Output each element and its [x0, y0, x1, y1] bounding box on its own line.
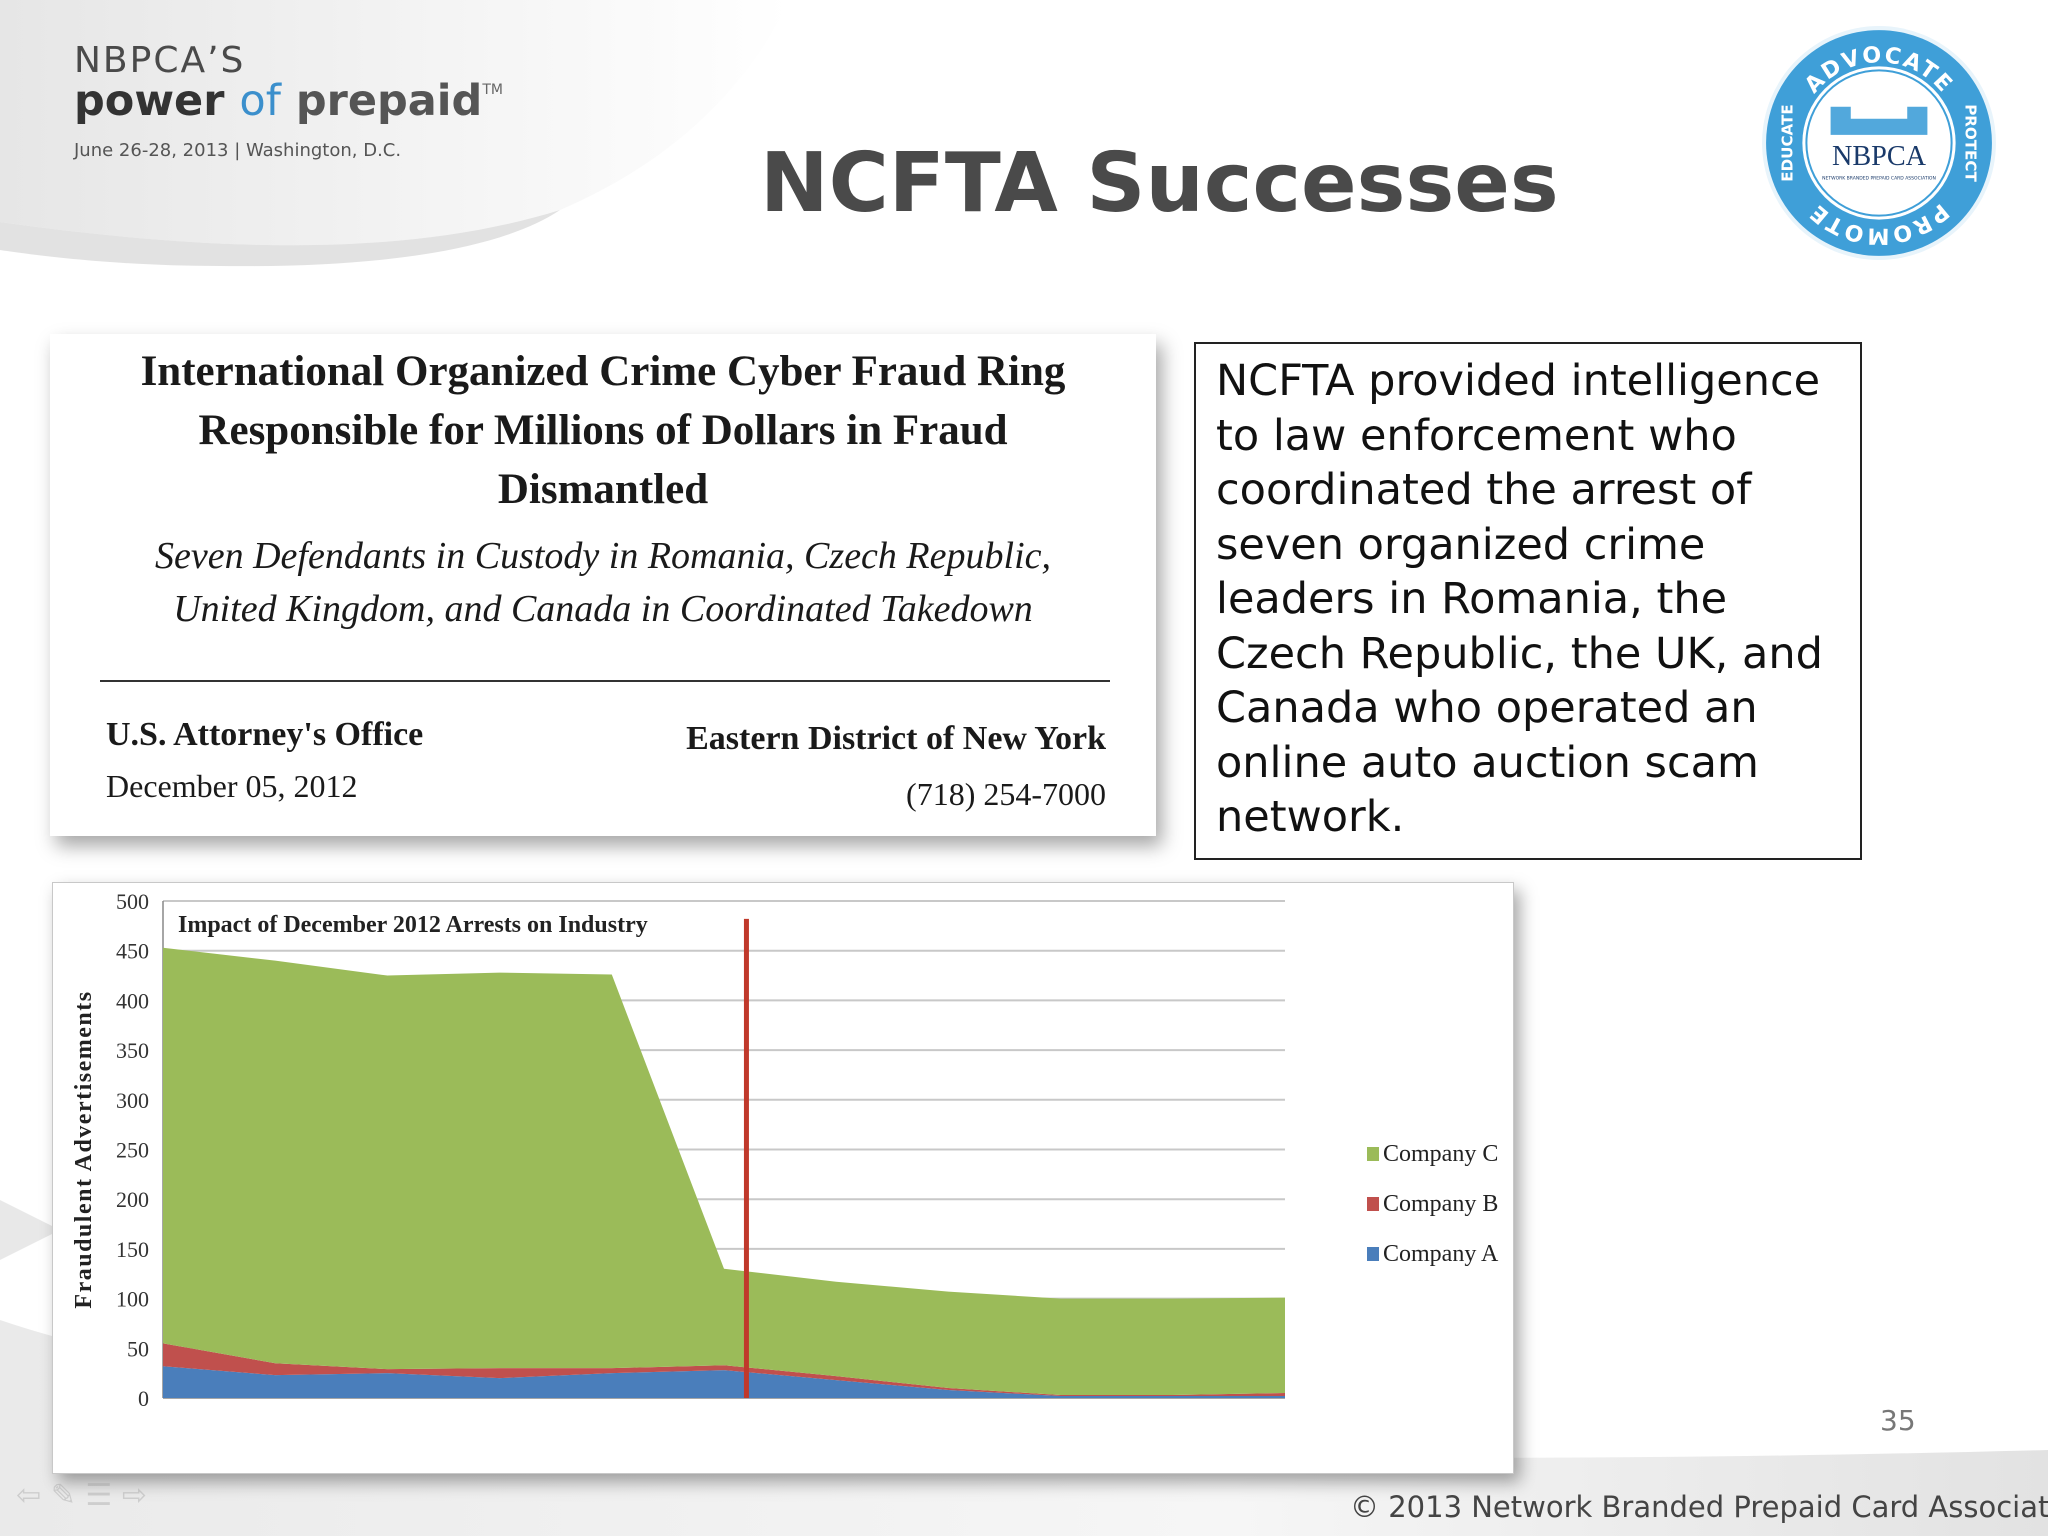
headline-line: International Organized Crime Cyber Frau…	[140, 348, 1066, 395]
legend-label: Company B	[1383, 1191, 1498, 1217]
press-office: U.S. Attorney's Office	[106, 716, 424, 753]
divider	[100, 680, 1110, 682]
legend-swatch	[1367, 1247, 1379, 1261]
seal-emblem	[1830, 106, 1928, 135]
press-headline: International Organized Crime Cyber Frau…	[50, 342, 1156, 519]
pen-icon[interactable]: ✎	[50, 1478, 76, 1513]
brand-power: power	[74, 76, 225, 126]
seal-center-subtext: NETWORK BRANDED PREPAID CARD ASSOCIATION	[1822, 175, 1936, 181]
press-phone: (718) 254-7000	[906, 776, 1106, 812]
press-district: Eastern District of New York	[686, 720, 1106, 757]
area-chart: 0 50 100 150 200 250 300 350 400 450 500 Impact of …	[71, 889, 1499, 1411]
slide-title: NCFTA Successes	[760, 136, 1559, 231]
area-company-b	[163, 1343, 1285, 1397]
legend-swatch	[1367, 1197, 1379, 1211]
headline-line: Responsible for Millions of Dollars in F…	[198, 407, 1008, 454]
legend-label: Company C	[1383, 1141, 1498, 1167]
press-date: December 05, 2012	[106, 768, 358, 804]
copyright-footer: © 2013 Network Branded Prepaid Card Asso…	[1350, 1490, 2048, 1524]
nbpca-seal-logo: ADVOCATE PROMOTE EDUCATE PROTECT NBPCA N…	[1762, 26, 1996, 260]
subheadline-line: United Kingdom, and Canada in Coordinate…	[173, 588, 1033, 630]
y-tick-label: 250	[116, 1138, 149, 1163]
seal-right-text: PROTECT	[1962, 104, 1980, 182]
forward-arrow-icon[interactable]: ⇨	[121, 1478, 147, 1513]
area-company-c	[163, 947, 1285, 1396]
brand-org: NBPCA’S	[74, 40, 246, 81]
y-tick-label: 150	[116, 1237, 149, 1262]
menu-icon[interactable]: ☰	[85, 1478, 113, 1513]
brand-title: power of prepaidTM	[74, 76, 503, 126]
y-tick-label: 400	[116, 988, 149, 1013]
seal-center-text: NBPCA	[1832, 141, 1927, 172]
page-number: 35	[1880, 1404, 1916, 1437]
callout-box: NCFTA provided intelligence to law enfor…	[1194, 342, 1862, 860]
y-tick-label: 500	[116, 889, 149, 914]
callout-text: NCFTA provided intelligence to law enfor…	[1216, 356, 1823, 842]
event-date: June 26-28, 2013 | Washington, D.C.	[74, 140, 402, 161]
brand-prepaid: prepaid	[295, 76, 483, 126]
back-arrow-icon[interactable]: ⇦	[16, 1478, 42, 1513]
brand-of: of	[239, 76, 281, 126]
y-tick-label: 450	[116, 939, 149, 964]
headline-line: Dismantled	[497, 466, 709, 513]
y-tick-label: 300	[116, 1088, 149, 1113]
slideshow-nav-icons: ⇦ ✎ ☰ ⇨	[16, 1478, 147, 1513]
seal-left-text: EDUCATE	[1778, 104, 1796, 181]
y-tick-label: 350	[116, 1038, 149, 1063]
legend-swatch	[1367, 1147, 1379, 1161]
y-axis-label: Fraudulent Advertisements	[71, 990, 97, 1308]
area-company-a	[163, 1366, 1285, 1398]
chart-card: 0 50 100 150 200 250 300 350 400 450 500 Impact of …	[52, 882, 1514, 1474]
y-tick-label: 200	[116, 1187, 149, 1212]
subheadline-line: Seven Defendants in Custody in Romania, …	[155, 535, 1051, 577]
y-tick-label: 50	[127, 1336, 149, 1361]
y-tick-label: 100	[116, 1287, 149, 1312]
legend-label: Company A	[1383, 1241, 1499, 1267]
press-release-card: International Organized Crime Cyber Frau…	[50, 334, 1156, 836]
press-subheadline: Seven Defendants in Custody in Romania, …	[50, 530, 1156, 636]
trademark: TM	[482, 82, 503, 98]
chart-title: Impact of December 2012 Arrests on Indus…	[178, 912, 648, 938]
y-tick-label: 0	[138, 1386, 149, 1411]
